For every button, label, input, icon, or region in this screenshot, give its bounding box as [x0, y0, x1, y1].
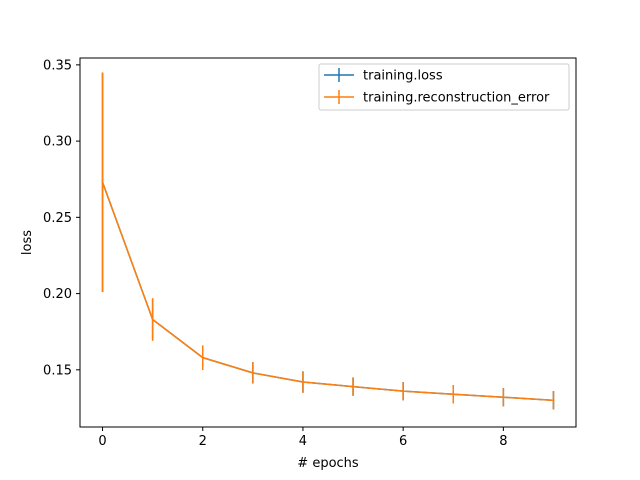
y-axis-label: loss — [20, 230, 35, 255]
plot-area — [101, 72, 555, 410]
legend-label: training.loss — [363, 69, 443, 84]
y-tick-label: 0.15 — [43, 363, 72, 378]
x-tick-label: 4 — [299, 434, 307, 449]
legend-entry: training.loss — [324, 68, 443, 84]
axes-frame — [79, 57, 577, 428]
legend-entry: training.reconstruction_error — [324, 90, 550, 106]
y-tick-label: 0.35 — [43, 58, 72, 73]
legend-box — [318, 63, 570, 111]
y-tick-label: 0.25 — [43, 211, 72, 226]
y-axis: 0.15 0.20 0.25 0.30 0.35 — [43, 58, 80, 378]
legend-label: training.reconstruction_error — [363, 91, 550, 106]
y-tick-label: 0.30 — [43, 135, 72, 150]
x-tick-label: 6 — [399, 434, 407, 449]
x-axis-label: # epochs — [297, 456, 359, 471]
legend: training.loss training.reconstruction_err… — [318, 63, 570, 111]
x-tick-label: 0 — [98, 434, 106, 449]
series-line — [101, 181, 555, 402]
y-tick-label: 0.20 — [43, 287, 72, 302]
x-tick-label: 2 — [199, 434, 207, 449]
x-axis: 0 2 4 6 8 — [98, 427, 507, 449]
legend-entries: training.loss training.reconstruction_err… — [324, 68, 550, 106]
series-training-reconstruction-error — [101, 72, 555, 410]
x-tick-label: 8 — [499, 434, 507, 449]
